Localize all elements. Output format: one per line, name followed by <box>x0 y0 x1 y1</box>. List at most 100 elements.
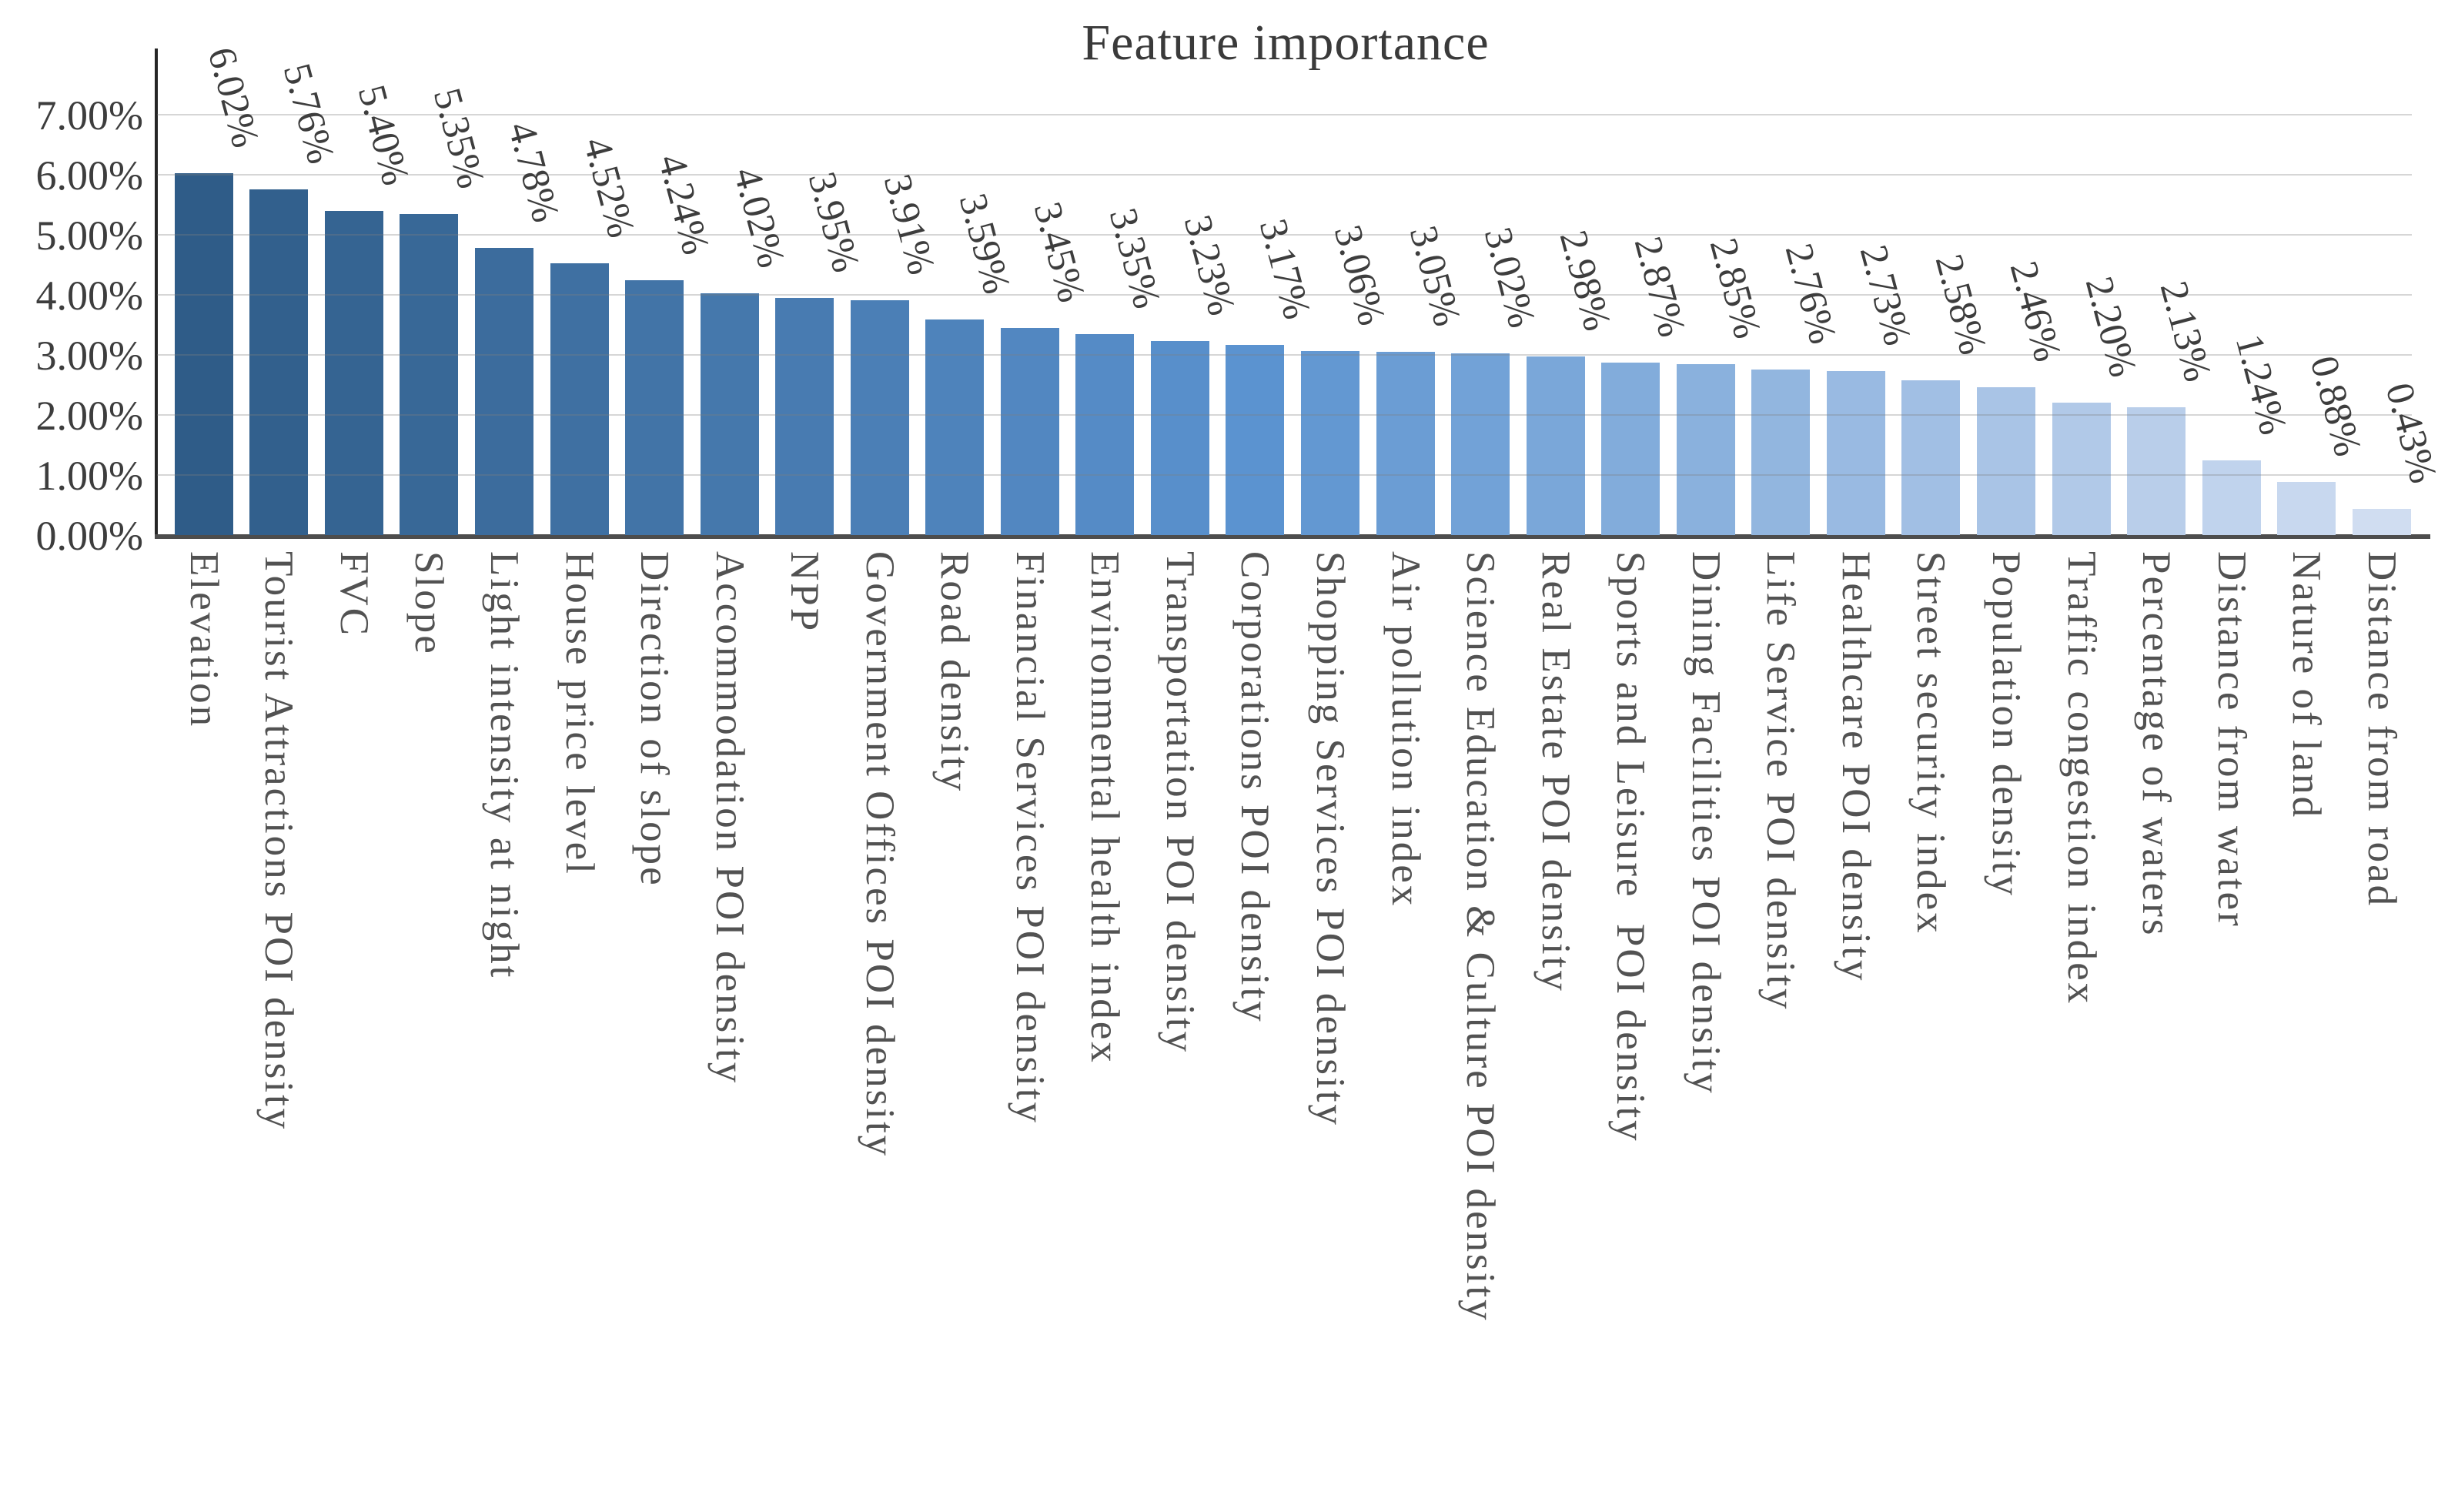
category-label: Sports and Leisure POI density <box>1608 551 1654 1143</box>
category-label: Environmental health index <box>1082 551 1128 1065</box>
gridline-5pct <box>157 234 2412 236</box>
bar-12 <box>1000 327 1059 535</box>
bar-2 <box>249 189 309 535</box>
bar-8 <box>700 293 759 535</box>
bar-10 <box>850 300 909 535</box>
category-label: NPP <box>782 551 828 634</box>
value-label: 4.78% <box>499 117 568 227</box>
bar-18 <box>1451 353 1510 535</box>
y-tick-label: 3.00% <box>35 333 143 379</box>
category-label: Distance from road <box>2359 551 2404 908</box>
bar-9 <box>775 297 834 535</box>
bar-16 <box>1301 351 1360 535</box>
bar-13 <box>1075 333 1135 535</box>
category-label: Real Estate POI density <box>1533 551 1578 993</box>
y-tick-label: 2.00% <box>35 393 143 439</box>
value-label: 0.43% <box>2376 379 2438 488</box>
value-label: 5.35% <box>424 83 493 193</box>
bar-24 <box>1901 380 1961 535</box>
value-label: 5.40% <box>349 80 418 190</box>
gridline-1pct <box>157 474 2412 476</box>
category-label: Road density <box>932 551 978 794</box>
category-label: Direction of slope <box>632 551 677 888</box>
gridline-2pct <box>157 414 2412 416</box>
y-axis-line <box>155 49 158 539</box>
bar-11 <box>925 319 985 535</box>
category-label: Percentage of waters <box>2134 551 2179 938</box>
y-tick-label: 5.00% <box>35 212 143 259</box>
category-label: Corporations POI density <box>1232 551 1278 1024</box>
bar-23 <box>1826 371 1885 535</box>
category-label: Shopping Services POI density <box>1308 551 1353 1127</box>
bar-26 <box>2052 403 2111 535</box>
category-label: Street security index <box>1908 551 1954 935</box>
bar-25 <box>1976 387 2035 535</box>
value-label: 2.87% <box>1626 232 1694 342</box>
category-label: Tourist Attractions POI density <box>256 551 302 1132</box>
bar-5 <box>474 248 533 535</box>
value-label: 3.95% <box>800 167 868 277</box>
category-label: Population density <box>1983 551 2028 898</box>
gridline-6pct <box>157 174 2412 176</box>
bar-19 <box>1526 356 1585 535</box>
y-tick-label: 4.00% <box>35 273 143 319</box>
bar-14 <box>1150 341 1209 535</box>
bar-28 <box>2202 460 2261 535</box>
value-label: 3.02% <box>1476 223 1544 333</box>
value-label: 2.20% <box>2076 273 2145 382</box>
category-label: Elevation <box>181 551 226 729</box>
category-label: Dining Facilities POI density <box>1683 551 1728 1096</box>
y-tick-label: 7.00% <box>35 92 143 139</box>
bar-6 <box>550 263 609 535</box>
chart-title: Feature importance <box>1082 15 1490 71</box>
bar-15 <box>1226 344 1285 535</box>
category-label: FVC <box>331 551 376 638</box>
value-label: 2.46% <box>2001 256 2070 366</box>
value-label: 3.45% <box>1025 197 1093 307</box>
bar-21 <box>1676 363 1735 535</box>
category-label: House price level <box>557 551 602 876</box>
category-label: Transportation POI density <box>1157 551 1202 1055</box>
category-label: Light intensity at night <box>481 551 527 980</box>
bar-3 <box>324 210 383 535</box>
value-label: 2.73% <box>1851 240 1920 350</box>
y-tick-label: 6.00% <box>35 152 143 199</box>
bar-7 <box>625 280 684 535</box>
value-label: 3.23% <box>1175 210 1244 320</box>
y-tick-label: 1.00% <box>35 453 143 499</box>
bar-20 <box>1601 363 1660 535</box>
bar-22 <box>1751 369 1811 535</box>
value-label: 3.05% <box>1400 221 1469 331</box>
bar-17 <box>1376 352 1435 535</box>
y-tick-label: 0.00% <box>35 513 143 559</box>
value-label: 4.02% <box>724 163 793 273</box>
value-label: 1.24% <box>2226 330 2295 440</box>
value-label: 3.91% <box>875 169 943 279</box>
category-label: Science Education & Culture POI density <box>1458 551 1503 1323</box>
category-label: Slope <box>406 551 452 656</box>
category-label: Financial Services POI density <box>1007 551 1052 1126</box>
bar-1 <box>174 173 233 535</box>
value-label: 3.17% <box>1250 214 1319 324</box>
value-label: 3.35% <box>1100 203 1169 313</box>
category-label: Distance from water <box>2209 551 2254 928</box>
category-label: Life Service POI density <box>1758 551 1804 1012</box>
value-label: 4.24% <box>650 150 718 259</box>
value-label: 3.06% <box>1325 221 1394 330</box>
value-label: 2.58% <box>1926 249 1995 360</box>
value-label: 2.98% <box>1550 226 1619 336</box>
value-label: 3.59% <box>950 189 1018 299</box>
value-label: 2.85% <box>1701 233 1769 343</box>
category-label: Healthcare POI density <box>1833 551 1878 983</box>
gridline-3pct <box>157 354 2412 356</box>
gridline-4pct <box>157 294 2412 296</box>
bar-27 <box>2127 406 2186 535</box>
category-label: Accommodation POI density <box>707 551 752 1085</box>
bar-4 <box>400 213 459 535</box>
value-label: 4.52% <box>574 133 643 243</box>
gridline-7pct <box>157 114 2412 115</box>
category-label: Government Offices POI density <box>857 551 902 1159</box>
category-label: Traffic congestion index <box>2058 551 2104 1006</box>
x-axis-line <box>155 534 2430 539</box>
